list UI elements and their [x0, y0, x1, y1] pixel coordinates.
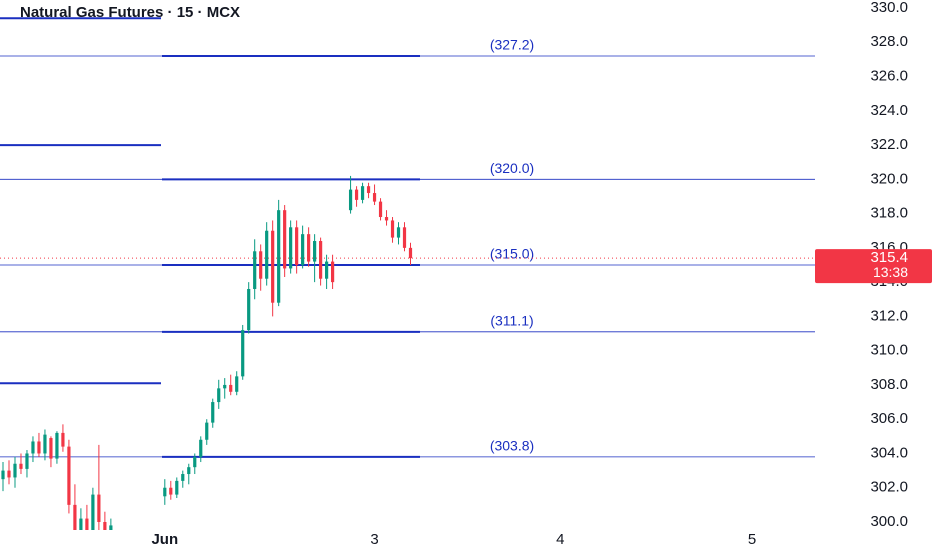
candle-body	[402, 227, 407, 248]
candle-body	[1, 470, 5, 480]
candle-body	[313, 241, 317, 262]
candle-body	[103, 522, 107, 530]
level-label: (327.2)	[490, 37, 534, 53]
candle-body	[31, 441, 35, 454]
candle-body	[43, 434, 47, 454]
x-tick-label: 5	[748, 531, 756, 548]
candle-body	[247, 288, 251, 331]
candle-body	[396, 227, 401, 238]
candle-body	[366, 186, 371, 194]
candle-body	[181, 474, 185, 481]
candle-body	[354, 189, 359, 200]
candle-body	[79, 518, 83, 530]
candle-body	[7, 470, 11, 478]
candle-body	[163, 487, 167, 497]
plot-area: (327.2) (320.0) (315.0) (311.1) (303.8)	[0, 17, 815, 530]
candle-body	[223, 384, 227, 389]
y-tick-label: 302.0	[870, 479, 908, 496]
candle-body	[307, 234, 311, 262]
candle-body	[295, 227, 299, 265]
candle-body	[235, 376, 239, 392]
candle-body	[217, 388, 221, 403]
candle-body	[378, 201, 383, 218]
level-label: (315.0)	[490, 246, 534, 262]
candle-body	[175, 480, 179, 495]
price-tag-value: 315.4	[870, 249, 908, 266]
candle-body	[73, 504, 77, 530]
candle-body	[348, 189, 353, 211]
candle-body	[67, 446, 71, 505]
y-tick-label: 326.0	[870, 68, 908, 85]
price-tag-countdown: 13:38	[873, 264, 908, 280]
candle-body	[271, 230, 275, 303]
candle-body	[330, 261, 335, 283]
candles	[1, 175, 413, 530]
candle-body	[37, 441, 41, 454]
candle-body	[55, 432, 59, 459]
y-tick-label: 324.0	[870, 102, 908, 119]
candle-body	[199, 439, 203, 457]
y-tick-label: 318.0	[870, 205, 908, 222]
candle-body	[390, 220, 395, 238]
level-label: (311.1)	[490, 313, 533, 329]
y-tick-label: 330.0	[870, 0, 908, 16]
candle-body	[265, 230, 269, 279]
candle-body	[408, 247, 413, 259]
y-tick-label: 328.0	[870, 33, 908, 50]
y-tick-label: 306.0	[870, 410, 908, 427]
x-tick-label: 4	[556, 531, 564, 548]
candle-body	[229, 384, 233, 392]
y-tick-label: 310.0	[870, 342, 908, 359]
price-tag	[815, 249, 932, 284]
x-tick-label: 3	[370, 531, 378, 548]
candle-body	[97, 494, 101, 522]
candle-body	[241, 330, 245, 377]
y-tick-label: 320.0	[870, 170, 908, 187]
candle-body	[283, 210, 287, 269]
candle-body	[61, 432, 65, 447]
candle-body	[205, 422, 209, 440]
chart-title: Natural Gas Futures · 15 · MCX	[20, 4, 240, 21]
candle-body	[259, 251, 263, 279]
candle-body	[19, 463, 23, 469]
candle-body	[169, 487, 173, 495]
candle-body	[13, 463, 17, 478]
candle-body	[193, 456, 197, 468]
candle-body	[187, 467, 191, 475]
candle-body	[85, 518, 89, 530]
candle-body	[109, 525, 113, 530]
candle-body	[91, 494, 95, 530]
y-tick-label: 322.0	[870, 136, 908, 153]
candle-body	[211, 402, 215, 423]
candle-body	[253, 251, 257, 289]
candle-body	[301, 234, 305, 265]
y-tick-label: 312.0	[870, 307, 908, 324]
x-tick-label: Jun	[151, 531, 178, 548]
level-label: (320.0)	[490, 160, 534, 176]
candle-body	[277, 210, 281, 303]
candle-body	[289, 227, 293, 269]
candle-body	[360, 186, 365, 200]
candle-body	[384, 217, 389, 221]
y-tick-label: 300.0	[870, 513, 908, 530]
candle-body	[25, 453, 29, 469]
candle-body	[319, 241, 323, 279]
candle-body	[372, 193, 377, 202]
candle-body	[325, 261, 329, 279]
candle-body	[49, 438, 53, 459]
level-label: (303.8)	[490, 438, 534, 454]
y-tick-label: 308.0	[870, 376, 908, 393]
y-tick-label: 304.0	[870, 444, 908, 461]
